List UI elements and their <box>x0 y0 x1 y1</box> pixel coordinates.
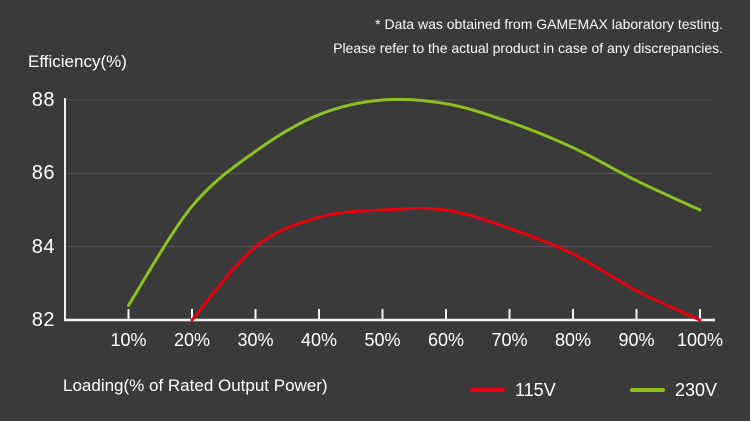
legend-label-230v: 230V <box>675 380 718 400</box>
legend-swatch-115v-icon <box>470 388 505 392</box>
x-axis-title: Loading(% of Rated Output Power) <box>63 376 328 395</box>
x-axis-tick-label: 10% <box>110 330 147 350</box>
x-axis-tick-label: 100% <box>676 330 724 350</box>
x-axis-tick-label: 30% <box>237 330 274 350</box>
x-axis-tick-label: 20% <box>173 330 211 350</box>
legend-item-115v: 115V <box>470 380 556 400</box>
curve-230v <box>127 97 702 307</box>
x-axis-tick-label: 40% <box>300 330 338 350</box>
x-axis-ticks <box>127 309 701 320</box>
x-axis-tick-label: 70% <box>491 330 528 350</box>
curve-115v <box>190 206 702 322</box>
x-axis-tick-label: 80% <box>554 330 592 350</box>
y-axis-title: Efficiency(%) <box>28 52 127 71</box>
legend-label-115v: 115V <box>515 380 556 400</box>
gridlines <box>65 99 713 248</box>
y-axis-tick-label: 82 <box>31 309 55 331</box>
y-axis-tick-label: 88 <box>31 89 55 111</box>
x-axis-tick-label: 50% <box>364 330 401 350</box>
y-axis-tick-label: 84 <box>31 235 55 258</box>
x-axis-tick-label: 90% <box>618 330 655 350</box>
x-axis-tick-label: 60% <box>427 330 465 350</box>
legend-swatch-230v-icon <box>630 388 665 392</box>
legend-item-230v: 230V <box>630 380 717 400</box>
y-axis-tick-label: 86 <box>31 162 55 185</box>
axes <box>64 98 715 322</box>
series-curves <box>127 97 702 322</box>
disclaimer-line-2: Please refer to the actual product in ca… <box>333 40 723 56</box>
disclaimer-line-1: * Data was obtained from GAMEMAX laborat… <box>375 16 723 32</box>
